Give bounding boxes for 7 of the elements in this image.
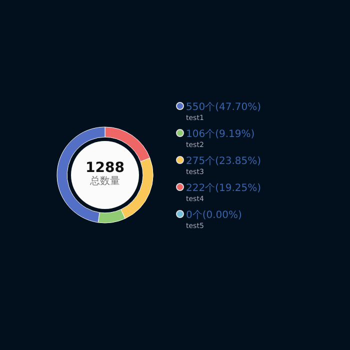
data-label: 550个(47.70%) (186, 102, 262, 113)
data-label: 106个(9.19%) (186, 129, 255, 140)
data-label: 222个(19.25%) (186, 183, 262, 194)
text: 总数量 (89, 176, 121, 188)
data-label: 275个(23.85%) (186, 156, 262, 167)
text: 0个(0.00%) (186, 210, 242, 221)
text: 1288 (84, 160, 126, 176)
